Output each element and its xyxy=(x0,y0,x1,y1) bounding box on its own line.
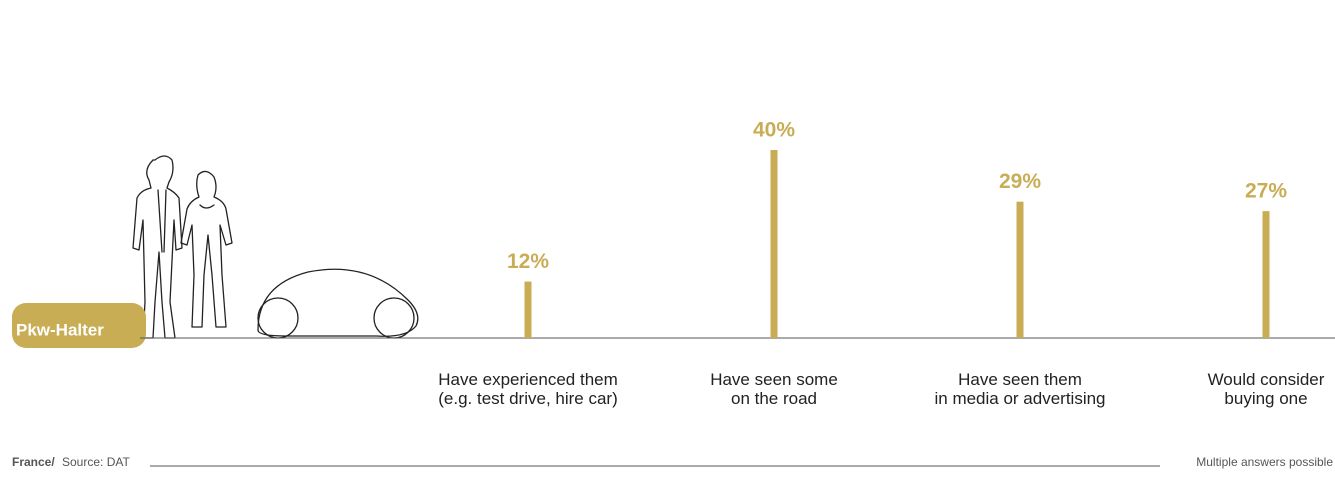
source: Source: DAT xyxy=(62,455,130,469)
value-label: 40% xyxy=(753,119,795,142)
category-label: Would consider buying one xyxy=(1208,370,1325,408)
category-line: in media or advertising xyxy=(934,389,1105,408)
bar xyxy=(770,150,778,338)
category-label: Have experienced them (e.g. test drive, h… xyxy=(438,370,618,408)
bar xyxy=(524,281,532,338)
category-line: buying one xyxy=(1224,389,1307,408)
bar xyxy=(1016,201,1024,338)
group-badge xyxy=(12,303,146,348)
bar xyxy=(1262,211,1270,338)
category-line: (e.g. test drive, hire car) xyxy=(438,389,618,408)
category-line: Have seen some xyxy=(710,370,838,389)
group-label: Pkw-Halter xyxy=(16,320,104,339)
country: France/ xyxy=(12,455,55,469)
category-line: Would consider xyxy=(1208,370,1325,389)
illustration xyxy=(132,155,419,339)
note: Multiple answers possible xyxy=(1196,455,1333,469)
value-label: 27% xyxy=(1245,180,1287,203)
value-label: 29% xyxy=(999,170,1041,193)
category-line: Have seen them xyxy=(958,370,1082,389)
category-label: Have seen some on the road xyxy=(710,370,838,408)
category-line: on the road xyxy=(731,389,817,408)
category-label: Have seen them in media or advertising xyxy=(934,370,1105,408)
category-line: Have experienced them xyxy=(438,370,618,389)
value-label: 12% xyxy=(507,250,549,273)
